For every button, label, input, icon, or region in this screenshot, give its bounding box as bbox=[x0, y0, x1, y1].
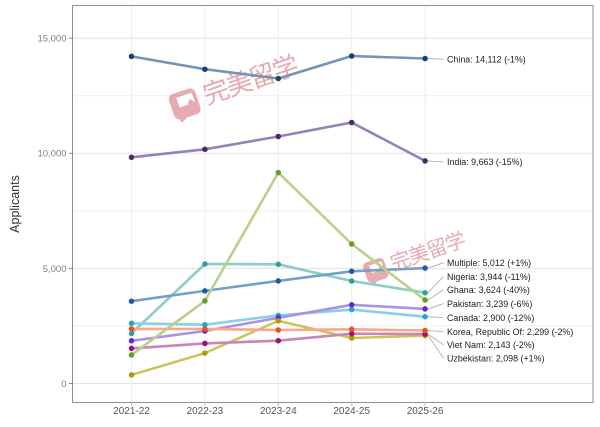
svg-text:Korea, Republic Of: 2,299 (-2%: Korea, Republic Of: 2,299 (-2%) bbox=[447, 327, 573, 337]
svg-text:2024-25: 2024-25 bbox=[333, 406, 370, 417]
svg-text:Pakistan: 3,239 (-6%): Pakistan: 3,239 (-6%) bbox=[447, 299, 532, 309]
svg-text:2023-24: 2023-24 bbox=[260, 406, 297, 417]
svg-text:2021-22: 2021-22 bbox=[113, 406, 150, 417]
svg-text:Canada: 2,900 (-12%): Canada: 2,900 (-12%) bbox=[447, 313, 534, 323]
svg-text:Viet Nam: 2,143 (-2%): Viet Nam: 2,143 (-2%) bbox=[447, 340, 535, 350]
svg-text:0: 0 bbox=[61, 379, 66, 390]
svg-text:Multiple: 5,012 (+1%): Multiple: 5,012 (+1%) bbox=[447, 258, 531, 268]
svg-text:5,000: 5,000 bbox=[43, 264, 67, 275]
svg-text:10,000: 10,000 bbox=[37, 149, 66, 160]
svg-text:Nigeria: 3,944 (-11%): Nigeria: 3,944 (-11%) bbox=[447, 272, 531, 282]
svg-text:2025-26: 2025-26 bbox=[407, 406, 444, 417]
svg-text:2022-23: 2022-23 bbox=[187, 406, 224, 417]
svg-text:India: 9,663 (-15%): India: 9,663 (-15%) bbox=[447, 157, 523, 167]
svg-text:15,000: 15,000 bbox=[37, 34, 66, 45]
svg-text:Uzbekistan: 2,098 (+1%): Uzbekistan: 2,098 (+1%) bbox=[447, 354, 544, 364]
svg-text:China: 14,112 (-1%): China: 14,112 (-1%) bbox=[447, 55, 526, 65]
svg-text:Ghana: 3,624 (-40%): Ghana: 3,624 (-40%) bbox=[447, 285, 530, 295]
svg-text:Applicants: Applicants bbox=[8, 175, 22, 233]
